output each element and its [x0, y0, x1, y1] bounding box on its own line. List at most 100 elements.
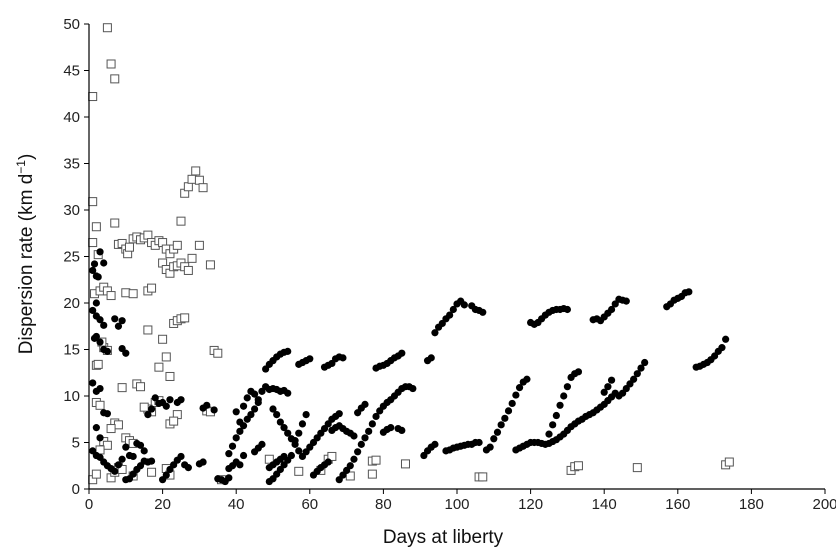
open-square-point — [88, 238, 98, 248]
filled-circle-point — [622, 297, 630, 305]
filled-circle-point — [114, 461, 123, 469]
open-square-point — [91, 222, 101, 232]
open-square-point — [110, 74, 120, 84]
y-axis-title-close: ) — [16, 154, 37, 160]
filled-circle-point — [295, 447, 303, 455]
y-axis-title-exponent: −1 — [14, 160, 28, 174]
open-square-point — [169, 416, 179, 426]
filled-circle-point — [398, 349, 406, 357]
filled-circle-point — [604, 383, 612, 391]
filled-circle-point — [151, 394, 159, 402]
open-square-point — [183, 265, 193, 275]
filled-circle-point — [100, 321, 108, 329]
filled-circle-point — [122, 443, 130, 451]
filled-circle-point — [122, 349, 130, 357]
series-2 — [89, 248, 730, 486]
open-square-point — [158, 334, 168, 344]
open-square-point — [367, 469, 377, 479]
y-tick-label: 50 — [63, 16, 80, 33]
y-tick-label: 10 — [63, 388, 80, 405]
filled-circle-point — [549, 421, 557, 429]
open-square-point — [88, 92, 98, 102]
open-square-point — [106, 424, 116, 434]
filled-circle-point — [100, 259, 108, 267]
open-square-point — [198, 183, 208, 193]
y-tick-label: 45 — [63, 63, 80, 80]
filled-circle-point — [354, 448, 362, 456]
x-tick-label: 100 — [444, 496, 469, 513]
filled-circle-point — [96, 338, 104, 346]
filled-circle-point — [398, 426, 406, 435]
filled-circle-point — [254, 396, 262, 404]
filled-circle-point — [162, 402, 170, 410]
filled-circle-point — [177, 452, 185, 461]
filled-circle-point — [114, 322, 123, 330]
filled-circle-point — [89, 266, 97, 275]
filled-circle-point — [96, 384, 104, 393]
filled-circle-point — [118, 455, 126, 463]
filled-circle-point — [251, 405, 259, 413]
filled-circle-point — [718, 344, 726, 352]
x-tick-label: 140 — [592, 496, 617, 513]
filled-circle-point — [512, 391, 520, 399]
filled-circle-point — [446, 311, 454, 319]
filled-circle-point — [523, 375, 531, 383]
filled-circle-point — [177, 396, 185, 404]
filled-circle-point — [427, 354, 435, 362]
open-square-point — [187, 253, 197, 263]
open-square-point — [136, 382, 146, 392]
filled-circle-point — [90, 260, 99, 268]
open-square-point — [294, 466, 304, 476]
series-1 — [88, 23, 734, 485]
filled-circle-point — [210, 406, 218, 414]
filled-circle-point — [302, 411, 310, 419]
x-tick-label: 40 — [228, 496, 245, 513]
filled-circle-point — [449, 305, 457, 314]
data-points — [88, 23, 734, 486]
filled-circle-point — [306, 355, 314, 363]
filled-circle-point — [92, 332, 100, 341]
filled-circle-point — [232, 408, 240, 416]
x-tick-label: 120 — [518, 496, 543, 513]
filled-circle-point — [236, 427, 244, 435]
filled-circle-point — [147, 457, 156, 465]
filled-circle-point — [515, 384, 524, 392]
filled-circle-point — [722, 335, 730, 343]
open-square-point — [327, 451, 337, 461]
filled-circle-point — [247, 411, 255, 419]
open-square-point — [180, 313, 190, 323]
filled-circle-point — [280, 452, 288, 461]
open-square-point — [93, 359, 103, 369]
filled-circle-point — [89, 379, 97, 387]
filled-circle-point — [350, 455, 358, 463]
filled-circle-point — [291, 437, 299, 445]
filled-circle-point — [607, 376, 616, 384]
x-tick-label: 180 — [739, 496, 764, 513]
filled-circle-point — [96, 316, 104, 324]
open-square-point — [183, 182, 193, 192]
open-square-point — [191, 166, 201, 176]
filled-circle-point — [545, 430, 553, 438]
open-square-point — [154, 362, 164, 372]
x-tick-label: 80 — [375, 496, 392, 513]
filled-circle-point — [184, 464, 192, 472]
open-square-point — [371, 455, 381, 465]
filled-circle-point — [409, 384, 417, 393]
filled-circle-point — [493, 428, 502, 436]
open-square-point — [632, 463, 642, 473]
filled-circle-point — [556, 401, 564, 409]
filled-circle-point — [508, 399, 516, 408]
filled-circle-point — [490, 435, 498, 443]
open-square-point — [95, 400, 105, 410]
open-square-point — [147, 467, 157, 477]
filled-circle-point — [350, 432, 358, 440]
filled-circle-point — [368, 420, 376, 428]
filled-circle-point — [162, 471, 170, 479]
open-square-point — [124, 242, 134, 252]
filled-circle-point — [225, 450, 233, 458]
axes — [84, 23, 826, 494]
open-square-point — [573, 461, 583, 471]
x-tick-label: 0 — [85, 496, 93, 513]
filled-circle-point — [357, 440, 365, 448]
